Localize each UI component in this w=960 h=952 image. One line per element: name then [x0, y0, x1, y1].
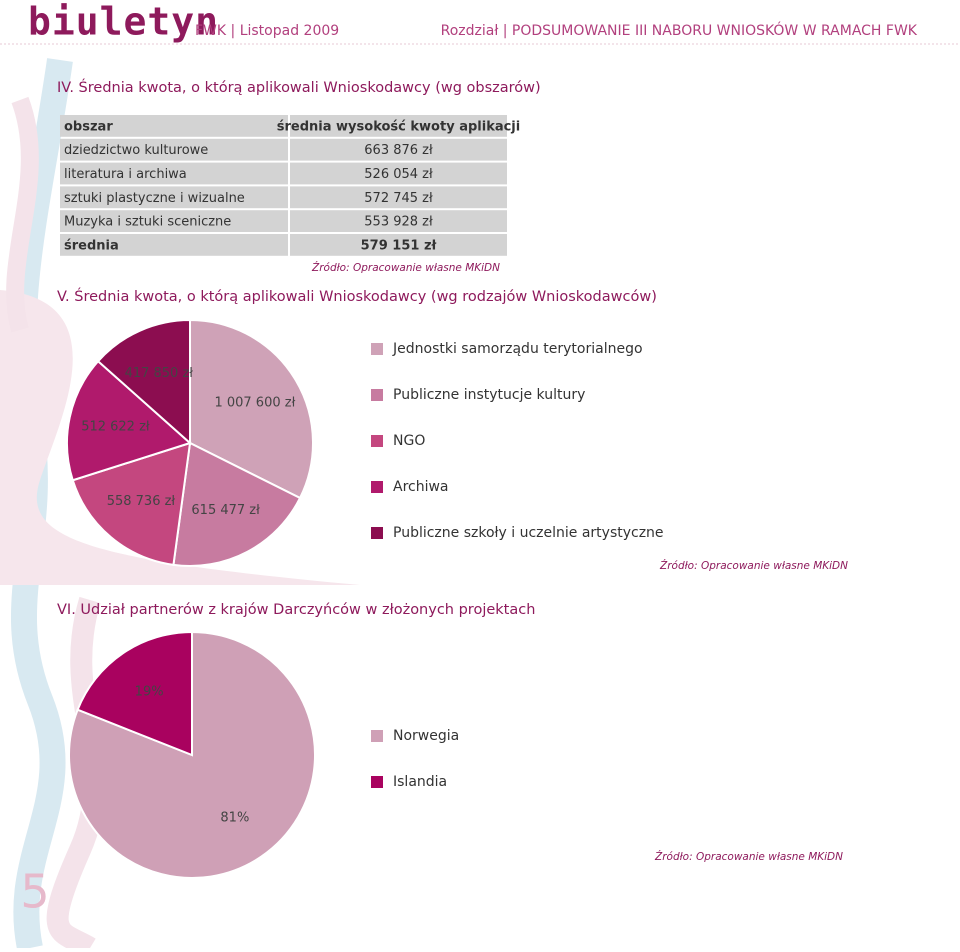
- data-label: 19%: [135, 684, 164, 699]
- issue: FWK | Listopad 2009: [195, 23, 339, 39]
- table-cell: [60, 186, 288, 209]
- table-cell: [290, 234, 507, 256]
- table-text: obszar: [64, 119, 113, 134]
- table-cell: [60, 138, 288, 161]
- table-cell: [290, 138, 507, 161]
- table-text: 553 928 zł: [364, 215, 433, 230]
- legend-label: Publiczne instytucje kultury: [393, 387, 585, 403]
- source: Źródło: Opracowanie własne MKiDN: [311, 261, 500, 274]
- table-text: sztuki plastyczne i wizualne: [64, 191, 245, 206]
- pie-slice: [66, 359, 192, 482]
- data-label: 81%: [220, 811, 249, 826]
- legend-label: Jednostki samorządu terytorialnego: [392, 341, 643, 357]
- legend-label: Archiwa: [393, 479, 449, 495]
- table-cell: [290, 210, 507, 232]
- table-text: średnia wysokość kwoty aplikacji: [277, 119, 520, 134]
- table: obszar średnia wysokość kwoty aplikacji dz…: [60, 115, 520, 256]
- table-cell: [290, 115, 507, 137]
- table-text: 526 054 zł: [364, 167, 433, 182]
- legend-swatch: [371, 730, 383, 742]
- data-label: 1 007 600 zł: [214, 395, 295, 410]
- logo: biuletyn: [28, 0, 219, 44]
- legend-label: Publiczne szkoły i uczelnie artystyczne: [393, 525, 664, 541]
- table-text: 663 876 zł: [364, 143, 433, 158]
- legend-label: Islandia: [393, 774, 447, 790]
- pie-slice: [96, 318, 191, 446]
- legend-swatch: [371, 389, 383, 401]
- pie-slice: [172, 441, 302, 567]
- table-text: 572 745 zł: [364, 191, 433, 206]
- legend-swatch: [371, 343, 383, 355]
- background-decoration: [0, 58, 360, 952]
- source: Źródło: Opracowanie własne MKiDN: [654, 850, 843, 863]
- table-text: dziedzictwo kulturowe: [64, 143, 208, 158]
- chart-title: V. Średnia kwota, o którą aplikowali Wni…: [57, 287, 657, 305]
- table-cell: [60, 115, 288, 137]
- section: Rozdział | PODSUMOWANIE III NABORU WNIOS…: [441, 21, 918, 39]
- data-label: 615 477 zł: [191, 503, 260, 518]
- legend-swatch: [371, 435, 383, 447]
- data-label: 417 850 zł: [125, 366, 194, 381]
- legend-swatch: [371, 527, 383, 539]
- pie-slice: [76, 630, 193, 757]
- pie-slice: [71, 441, 192, 567]
- chart-title: VI. Udział partnerów z krajów Darczyńców…: [57, 602, 535, 618]
- table-cell: [60, 162, 288, 185]
- pie-slice: [189, 318, 314, 500]
- table-cell: [60, 234, 288, 256]
- table-text: średnia: [64, 238, 119, 253]
- table-cell: [290, 186, 507, 209]
- page-number: 5: [20, 865, 49, 919]
- legend-label: NGO: [393, 433, 425, 449]
- source: Źródło: Opracowanie własne MKiDN: [659, 559, 848, 572]
- table-text: 579 151 zł: [361, 238, 438, 253]
- legend-swatch: [371, 481, 383, 493]
- table-cell: [290, 162, 507, 185]
- table-text: literatura i archiwa: [64, 167, 187, 182]
- table-title: IV. Średnia kwota, o którą aplikowali Wn…: [57, 78, 541, 96]
- data-label: 558 736 zł: [107, 494, 176, 509]
- charts: 1 007 600 zł Jednostki samorządu terytori…: [66, 318, 664, 879]
- legend-swatch: [371, 776, 383, 788]
- legend-label: Norwegia: [393, 728, 459, 744]
- table-text: Muzyka i sztuki sceniczne: [64, 215, 231, 230]
- data-label: 512 622 zł: [81, 420, 150, 435]
- table-cell: [60, 210, 288, 232]
